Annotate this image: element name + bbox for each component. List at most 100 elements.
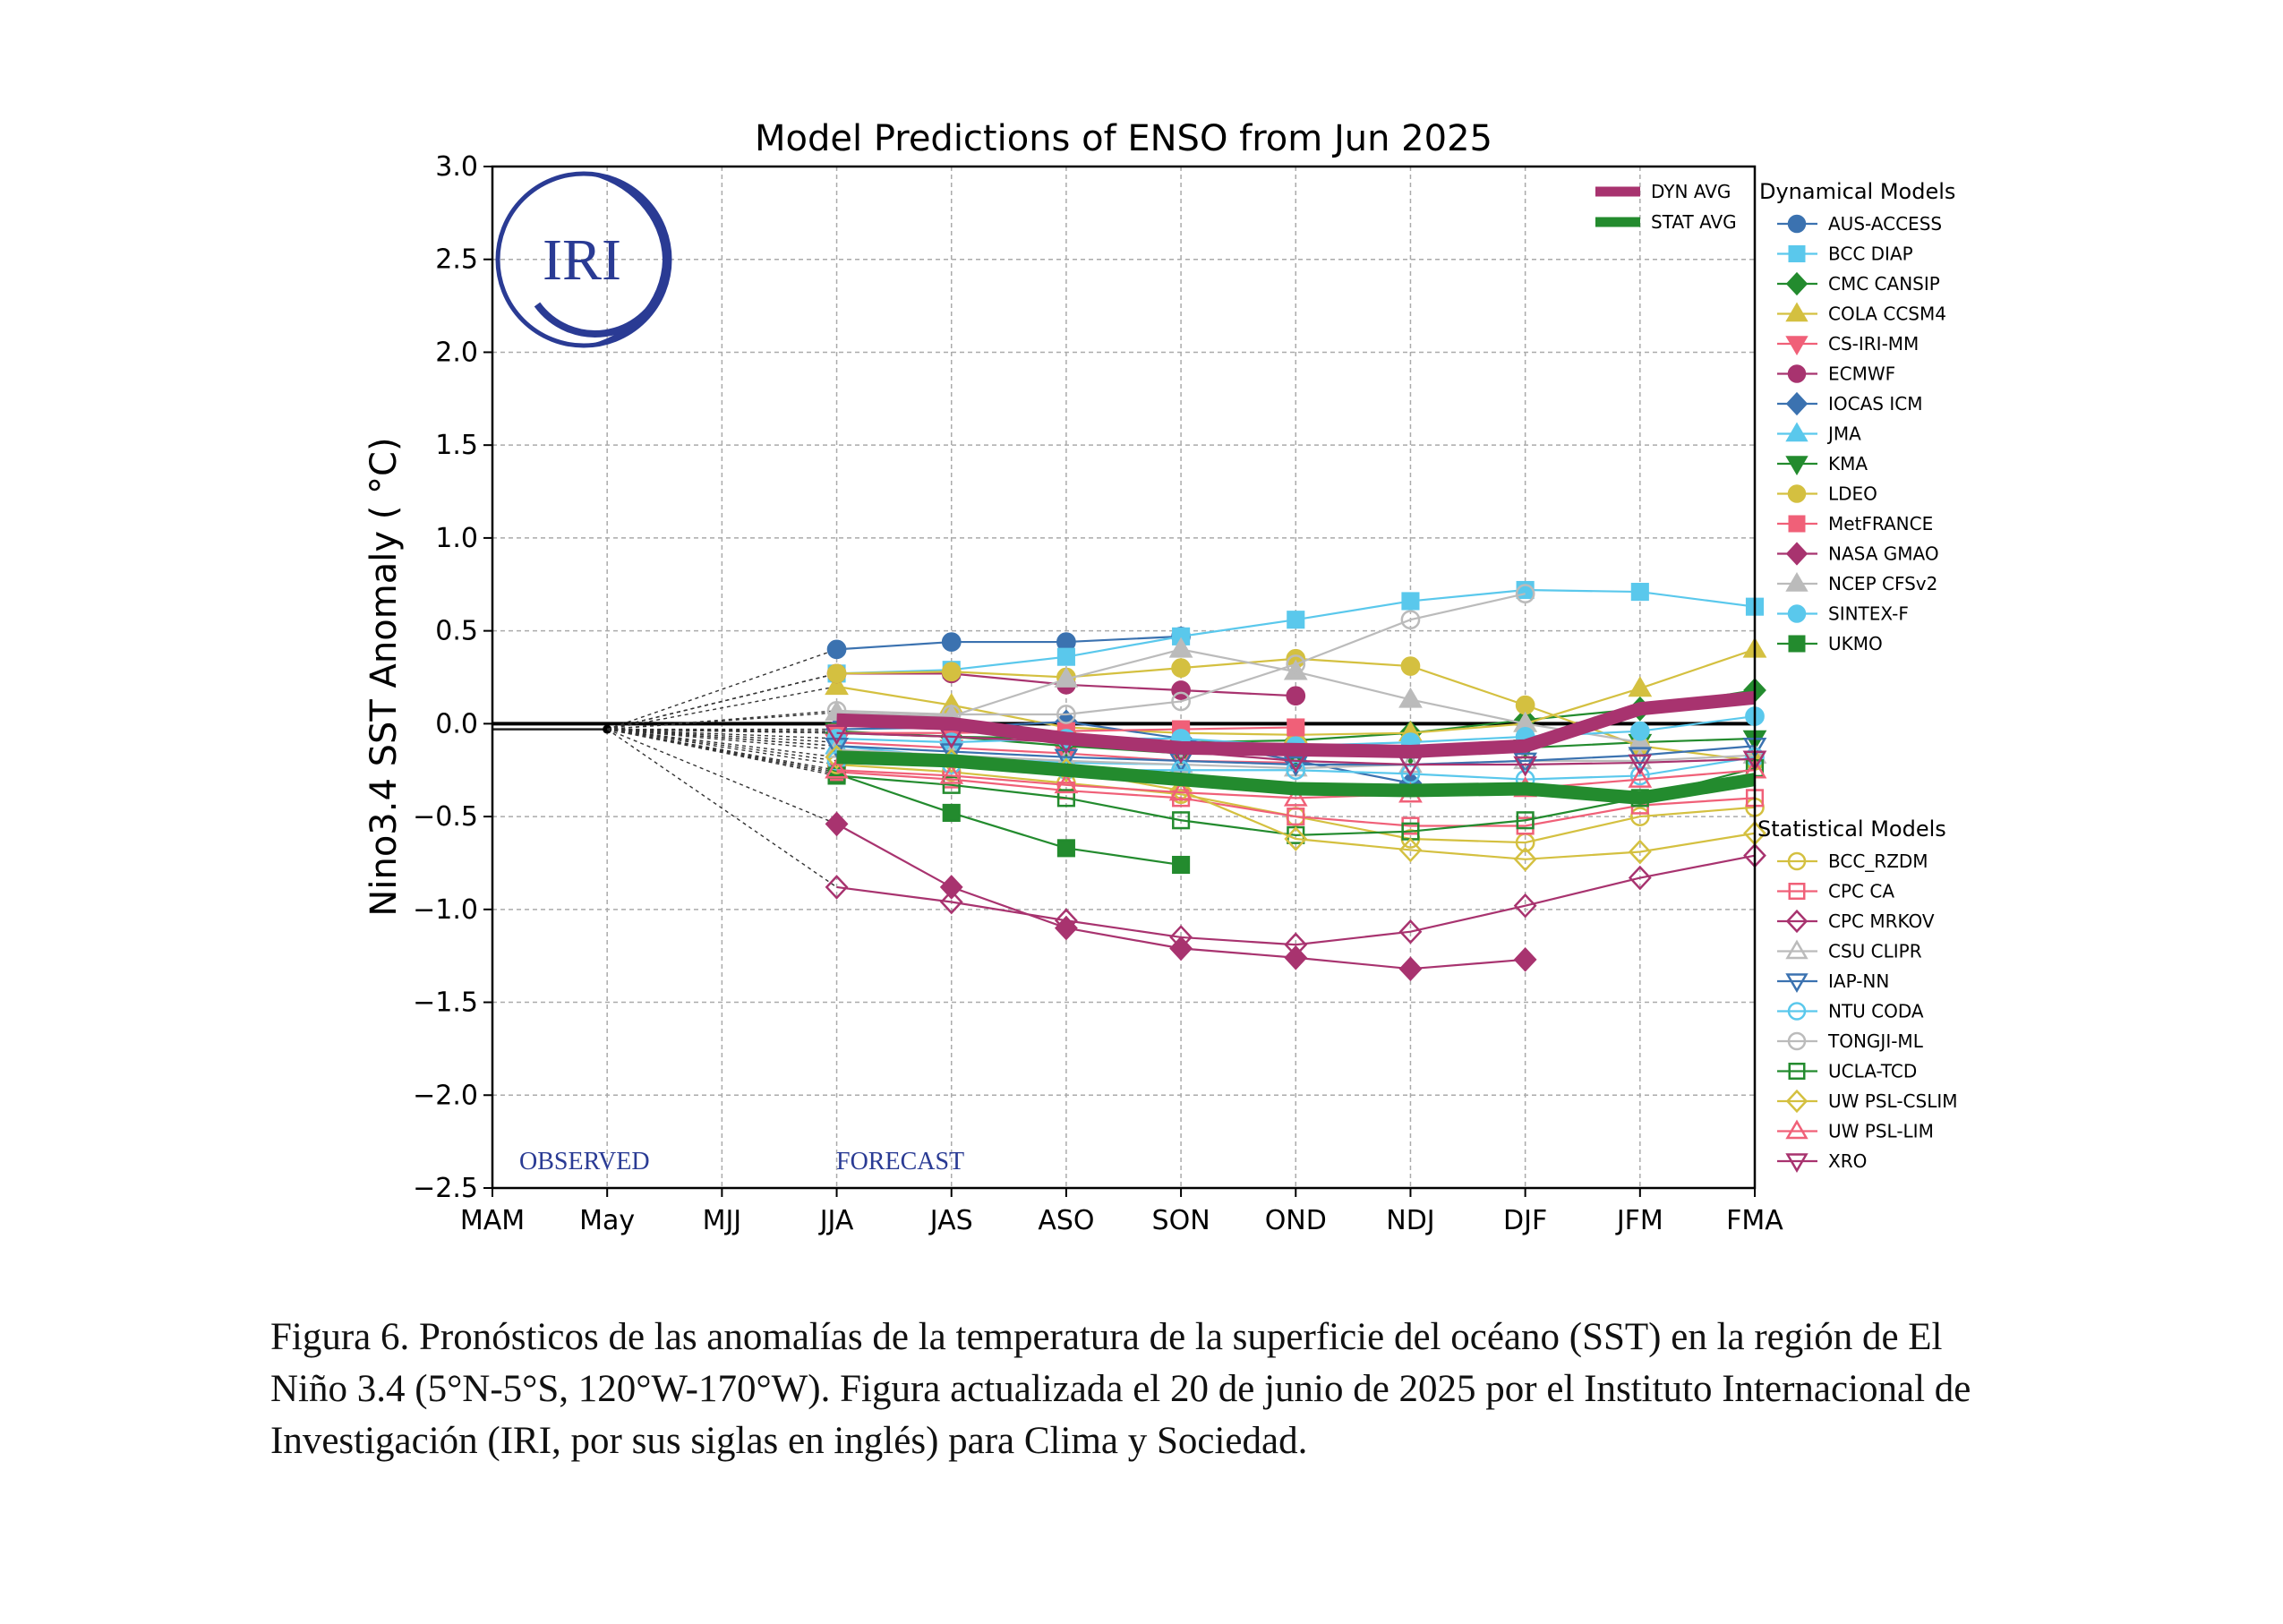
- legend-label: CMC CANSIP: [1828, 273, 1940, 295]
- point-marker: [1788, 1063, 1806, 1080]
- point-marker: [939, 743, 964, 765]
- point-marker: [1785, 939, 1808, 960]
- legend-label: CSU CLIPR: [1828, 941, 1922, 962]
- series-line: [836, 767, 1756, 836]
- connector-line: [606, 648, 837, 731]
- point-marker: [1628, 754, 1653, 775]
- point-marker: [1785, 542, 1808, 566]
- legend-label: UCLA-TCD: [1828, 1061, 1917, 1082]
- point-marker: [1398, 956, 1423, 982]
- legend-label: CS-IRI-MM: [1828, 333, 1919, 355]
- legend-label: CPC MRKOV: [1828, 910, 1935, 932]
- point-marker: [1171, 691, 1191, 712]
- point-marker: [1785, 336, 1808, 355]
- legend-label: NTU CODA: [1828, 1001, 1924, 1022]
- point-marker: [825, 738, 849, 758]
- point-marker: [1398, 752, 1423, 774]
- legend-label: NASA GMAO: [1828, 543, 1939, 565]
- point-marker: [1513, 846, 1537, 872]
- point-marker: [1788, 883, 1806, 900]
- x-tick-label: May: [579, 1205, 635, 1236]
- series-line: [836, 773, 1182, 867]
- avg-line-stat-avg: [836, 750, 1757, 805]
- logo-text: IRI: [543, 227, 621, 293]
- point-marker: [939, 875, 963, 900]
- forecast-label: FORECAST: [836, 1148, 964, 1175]
- legend-dynamical-header: Dynamical Models: [1759, 179, 1955, 204]
- y-axis-label: Nino3.4 SST Anomaly ( °C): [363, 437, 405, 916]
- series-aus-access: [826, 627, 1191, 660]
- point-marker: [1169, 778, 1193, 803]
- legend-averages: DYN AVG STAT AVG: [1595, 181, 1737, 233]
- point-marker: [1785, 1089, 1808, 1114]
- series-line: [836, 771, 1756, 827]
- legend-statistical: BCC_RZDM CPC CA CPC MRKOV CSU CLIPR IAP-NN NT…: [1777, 850, 1958, 1173]
- point-marker: [1513, 893, 1537, 919]
- point-marker: [1785, 1119, 1808, 1140]
- point-marker: [1628, 747, 1653, 768]
- x-tick-label: JAS: [928, 1205, 973, 1236]
- y-tick-label: −2.0: [413, 1080, 478, 1111]
- point-marker: [1513, 946, 1537, 972]
- point-marker: [1056, 647, 1075, 666]
- x-tick-label: SON: [1152, 1205, 1210, 1236]
- point-marker: [1785, 572, 1808, 592]
- connector-line: [607, 686, 837, 731]
- point-marker: [1515, 584, 1535, 603]
- point-marker: [1630, 583, 1649, 602]
- chart-title: Model Predictions of ENSO from Jun 2025: [755, 118, 1492, 159]
- legend-label: MetFRANCE: [1828, 513, 1933, 534]
- legend-label: KMA: [1828, 453, 1868, 474]
- point-marker: [1785, 973, 1808, 993]
- legend-label: JMA: [1826, 423, 1861, 445]
- point-marker: [1785, 909, 1808, 934]
- iri-logo: IRI: [495, 171, 672, 348]
- point-marker: [825, 757, 849, 779]
- connector-line: [607, 728, 837, 739]
- observed-label: OBSERVED: [519, 1148, 650, 1175]
- point-marker: [1171, 658, 1191, 678]
- series-line: [836, 593, 1526, 716]
- point-marker: [1628, 865, 1652, 891]
- point-marker: [825, 811, 849, 837]
- point-marker: [1629, 765, 1650, 786]
- point-marker: [942, 775, 961, 794]
- y-tick-label: −1.5: [413, 987, 478, 1019]
- point-marker: [1628, 766, 1653, 788]
- connector-line: [607, 728, 837, 747]
- y-tick-label: 0.0: [435, 708, 478, 739]
- y-tick-label: 2.0: [435, 337, 478, 368]
- point-marker: [939, 763, 964, 784]
- x-tick-label: MJJ: [703, 1205, 742, 1236]
- legend-label: ECMWF: [1828, 363, 1895, 385]
- x-tick-label: FMA: [1726, 1205, 1783, 1236]
- point-marker: [1056, 705, 1076, 724]
- point-marker: [1168, 780, 1193, 801]
- series-line: [836, 648, 1640, 744]
- y-tick-label: 3.0: [435, 151, 478, 183]
- series-line: [836, 731, 1756, 766]
- average-layer: [836, 690, 1757, 805]
- series-line: [836, 854, 1756, 946]
- connector-line: [607, 728, 837, 734]
- point-marker: [1398, 837, 1423, 863]
- point-marker: [1172, 855, 1191, 875]
- point-marker: [1284, 826, 1308, 851]
- legend-label: TONGJI-ML: [1827, 1030, 1924, 1052]
- legend-label: COLA CCSM4: [1828, 303, 1946, 325]
- axes: MAM May MJJ JJA JAS ASO SON OND NDJ DJF JFM FMA 3.0 2…: [413, 151, 1783, 1236]
- point-marker: [1628, 676, 1653, 697]
- point-marker: [1287, 611, 1305, 629]
- point-marker: [1785, 422, 1808, 442]
- connector-line: [607, 728, 837, 758]
- point-marker: [1172, 811, 1191, 830]
- point-marker: [1787, 1002, 1807, 1021]
- point-marker: [1629, 721, 1650, 741]
- point-marker: [1785, 391, 1808, 416]
- legend-label: SINTEX-F: [1828, 603, 1909, 625]
- legend-label: CPC CA: [1828, 881, 1894, 902]
- point-marker: [1628, 839, 1652, 865]
- point-marker: [1788, 515, 1806, 533]
- point-marker: [826, 639, 847, 660]
